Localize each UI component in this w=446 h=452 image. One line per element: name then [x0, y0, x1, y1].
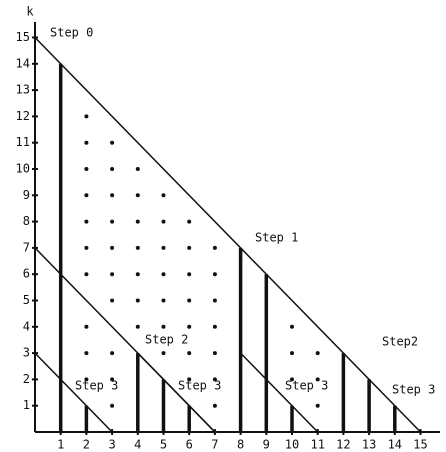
- dot: [161, 245, 166, 250]
- dot: [212, 403, 217, 408]
- dot: [290, 377, 294, 382]
- dot: [84, 140, 89, 145]
- dot: [110, 140, 115, 145]
- dot: [161, 272, 166, 277]
- y-tick-label: 10: [16, 162, 30, 176]
- y-tick-label: 9: [23, 188, 30, 202]
- x-tick-label: 7: [211, 438, 218, 452]
- y-tick-label: 7: [23, 240, 30, 254]
- x-tick-label: 1: [57, 438, 64, 452]
- dot: [135, 219, 140, 224]
- dot: [315, 351, 320, 356]
- x-tick-label: 2: [83, 438, 90, 452]
- x-tick-label: 10: [285, 438, 299, 452]
- diagonal: [34, 36, 422, 433]
- x-tick-label: 5: [160, 438, 167, 452]
- dot: [135, 272, 140, 277]
- dot: [187, 324, 192, 329]
- dot: [161, 219, 166, 224]
- dot: [315, 377, 320, 382]
- y-tick-label: 2: [23, 372, 30, 386]
- dot: [187, 272, 192, 277]
- step-label: Step 1: [255, 231, 298, 245]
- dot: [161, 193, 166, 198]
- y-tick-label: 15: [16, 30, 30, 44]
- dot: [110, 272, 115, 277]
- step-label: Step 0: [50, 26, 93, 40]
- x-tick-label: 4: [134, 438, 141, 452]
- y-tick-label: 5: [23, 293, 30, 307]
- dot: [212, 298, 217, 303]
- dot: [187, 298, 192, 303]
- x-tick-label: 3: [108, 438, 115, 452]
- x-tick-label: 15: [413, 438, 427, 452]
- y-tick-label: 14: [16, 56, 30, 70]
- dot: [84, 377, 89, 382]
- dot: [161, 298, 166, 303]
- step-label: Step 3: [75, 379, 118, 393]
- x-tick-label: 13: [362, 438, 376, 452]
- dot: [187, 245, 192, 250]
- dot: [84, 245, 89, 250]
- dot: [110, 351, 115, 356]
- dot: [110, 167, 115, 171]
- dot: [110, 219, 115, 224]
- dot: [84, 351, 89, 356]
- y-tick-label: 6: [23, 267, 30, 281]
- dot: [110, 298, 115, 303]
- dot: [187, 219, 192, 224]
- dot: [84, 219, 89, 224]
- dot: [212, 272, 217, 277]
- y-tick-label: 4: [23, 319, 30, 333]
- x-tick-label: 6: [186, 438, 193, 452]
- diagonal: [240, 352, 319, 433]
- diagonal: [137, 352, 216, 433]
- y-tick-label: 12: [16, 109, 30, 123]
- dot: [84, 272, 89, 277]
- diagonal: [34, 352, 113, 433]
- dot: [212, 324, 217, 329]
- dot: [315, 403, 320, 408]
- y-tick-label: 8: [23, 214, 30, 228]
- x-tick-label: 11: [310, 438, 324, 452]
- x-tick-label: 8: [237, 438, 244, 452]
- dot: [290, 324, 294, 329]
- dot: [110, 245, 115, 250]
- dot: [290, 351, 294, 356]
- y-tick-label: 11: [16, 135, 30, 149]
- step-label: Step 3: [178, 379, 221, 393]
- dot: [110, 403, 115, 408]
- y-tick-label: 13: [16, 83, 30, 97]
- dot: [110, 193, 115, 198]
- step-label: Step 3: [285, 379, 328, 393]
- dot: [84, 324, 89, 329]
- y-tick-label: 3: [23, 346, 30, 360]
- dot: [135, 167, 140, 171]
- step-label: Step 2: [145, 333, 188, 347]
- dot: [135, 324, 140, 329]
- dot: [84, 193, 89, 198]
- dot: [84, 114, 89, 119]
- dot: [187, 351, 192, 356]
- dot: [135, 298, 140, 303]
- step-label: Step 3: [392, 383, 435, 397]
- dot: [135, 245, 140, 250]
- x-tick-label: 12: [336, 438, 350, 452]
- dot: [212, 245, 217, 250]
- dot: [110, 377, 115, 382]
- axis-label: k: [26, 5, 34, 19]
- x-tick-label: 9: [263, 438, 270, 452]
- dot: [212, 351, 217, 356]
- dot: [135, 193, 140, 198]
- dot: [161, 351, 166, 356]
- dot: [84, 167, 89, 171]
- step-label: Step2: [382, 335, 418, 349]
- dot: [212, 377, 217, 382]
- dot: [161, 324, 166, 329]
- y-tick-label: 1: [23, 398, 30, 412]
- x-tick-label: 14: [388, 438, 402, 452]
- dot: [187, 377, 192, 382]
